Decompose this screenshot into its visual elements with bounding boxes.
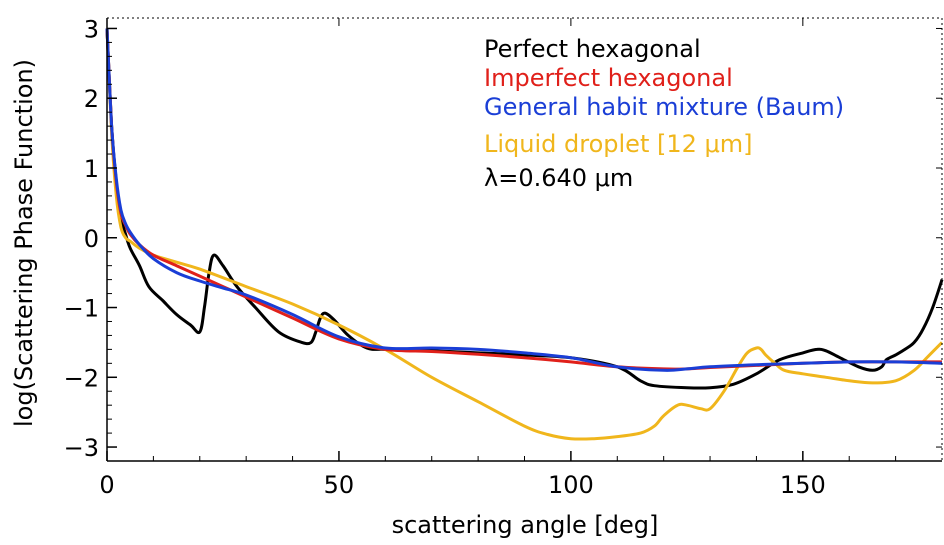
y-tick-label: 0 [84,225,99,253]
x-tick-label: 150 [780,471,826,499]
y-tick-label: 3 [84,15,99,43]
legend-entry-imperfect-hexagonal: Imperfect hexagonal [484,64,733,92]
x-tick-label: 50 [324,471,355,499]
wavelength-annotation: λ=0.640 μm [484,164,633,192]
y-tick-label: −1 [64,295,99,323]
y-tick-label: −3 [64,434,99,462]
x-tick-label: 0 [99,471,114,499]
y-tick-label: 1 [84,155,99,183]
y-axis-ticks: −3 −2 −1 0 1 2 3 [64,15,942,462]
plot-lines [105,28,944,441]
series-line-perfect-hexagonal [105,28,944,390]
x-axis-ticks: 0 50 100 150 [99,17,942,499]
y-tick-label: 2 [84,85,99,113]
y-tick-label: −2 [64,364,99,392]
legend-entry-liquid-droplet: Liquid droplet [12 μm] [484,130,753,158]
series-line-general-habit-mixture-baum [105,28,943,372]
y-axis-label: log(Scattering Phase Function) [10,59,38,427]
x-tick-label: 100 [548,471,594,499]
legend-entry-perfect-hexagonal: Perfect hexagonal [484,35,701,63]
legend: Perfect hexagonal Imperfect hexagonal Ge… [484,35,844,192]
legend-entry-general-habit-mixture: General habit mixture (Baum) [484,93,844,121]
x-axis-label: scattering angle [deg] [392,511,659,539]
